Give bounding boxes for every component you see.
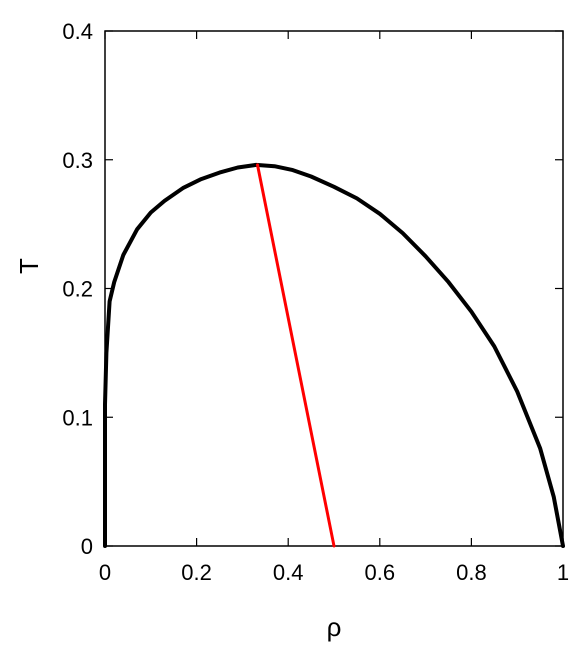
series-group <box>103 162 565 548</box>
coexistence-curve-line <box>103 162 565 548</box>
x-tick-label: 1 <box>557 560 569 585</box>
x-tick-label: 0.4 <box>273 560 304 585</box>
y-tick-label: 0.4 <box>62 19 93 44</box>
y-tick-label: 0 <box>81 534 93 559</box>
x-tick-label: 0.8 <box>456 560 487 585</box>
x-tick-label: 0.6 <box>365 560 396 585</box>
y-axis-label: T <box>14 258 44 274</box>
y-tick-label: 0.1 <box>62 405 93 430</box>
x-tick-label: 0 <box>99 560 111 585</box>
axis-ticks: 0 0.2 0.4 0.6 0.8 1 0 0.1 0.2 0.3 0.4 <box>62 19 569 585</box>
x-tick-label: 0.2 <box>181 560 212 585</box>
x-axis-label: ρ <box>327 612 342 642</box>
y-tick-label: 0.3 <box>62 148 93 173</box>
plot-frame <box>104 30 564 547</box>
diameter-line <box>256 163 336 548</box>
y-tick-label: 0.2 <box>62 277 93 302</box>
